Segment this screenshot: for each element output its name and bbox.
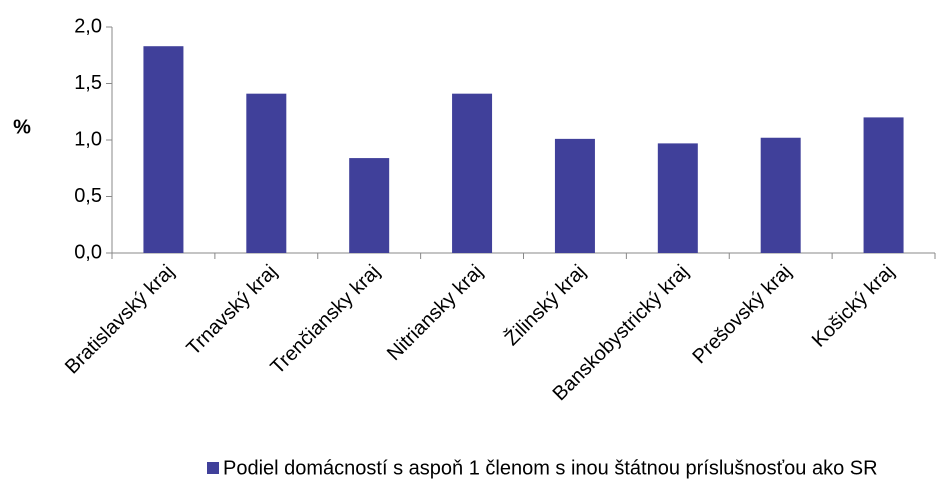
bar [760, 137, 801, 253]
bar [246, 93, 287, 253]
legend-swatch [207, 462, 219, 474]
x-tick-label: Trnavský kraj [182, 261, 281, 360]
bar [863, 117, 904, 254]
x-tick-label: Trenčiansky kraj [266, 261, 384, 379]
x-tick-label: Bratislavský kraj [61, 261, 179, 379]
y-tick-label: 1,5 [74, 72, 102, 94]
bar [452, 93, 493, 253]
x-tick-label: Žilinský kraj [500, 260, 590, 350]
x-tick-label: Prešovský kraj [688, 261, 796, 369]
bar [143, 46, 184, 254]
bar [349, 158, 390, 253]
y-tick-label: 2,0 [74, 15, 102, 37]
legend-label: Podiel domácností s aspoň 1 členom s ino… [223, 457, 878, 479]
x-tick-label: Košický kraj [808, 261, 899, 352]
y-tick-label: 0,0 [74, 241, 102, 263]
bar [657, 143, 698, 253]
y-axis-label: % [13, 116, 31, 138]
y-tick-label: 1,0 [74, 128, 102, 150]
bar [554, 138, 595, 253]
y-tick-label: 0,5 [74, 185, 102, 207]
x-tick-label: Nitriansky kraj [383, 261, 487, 365]
